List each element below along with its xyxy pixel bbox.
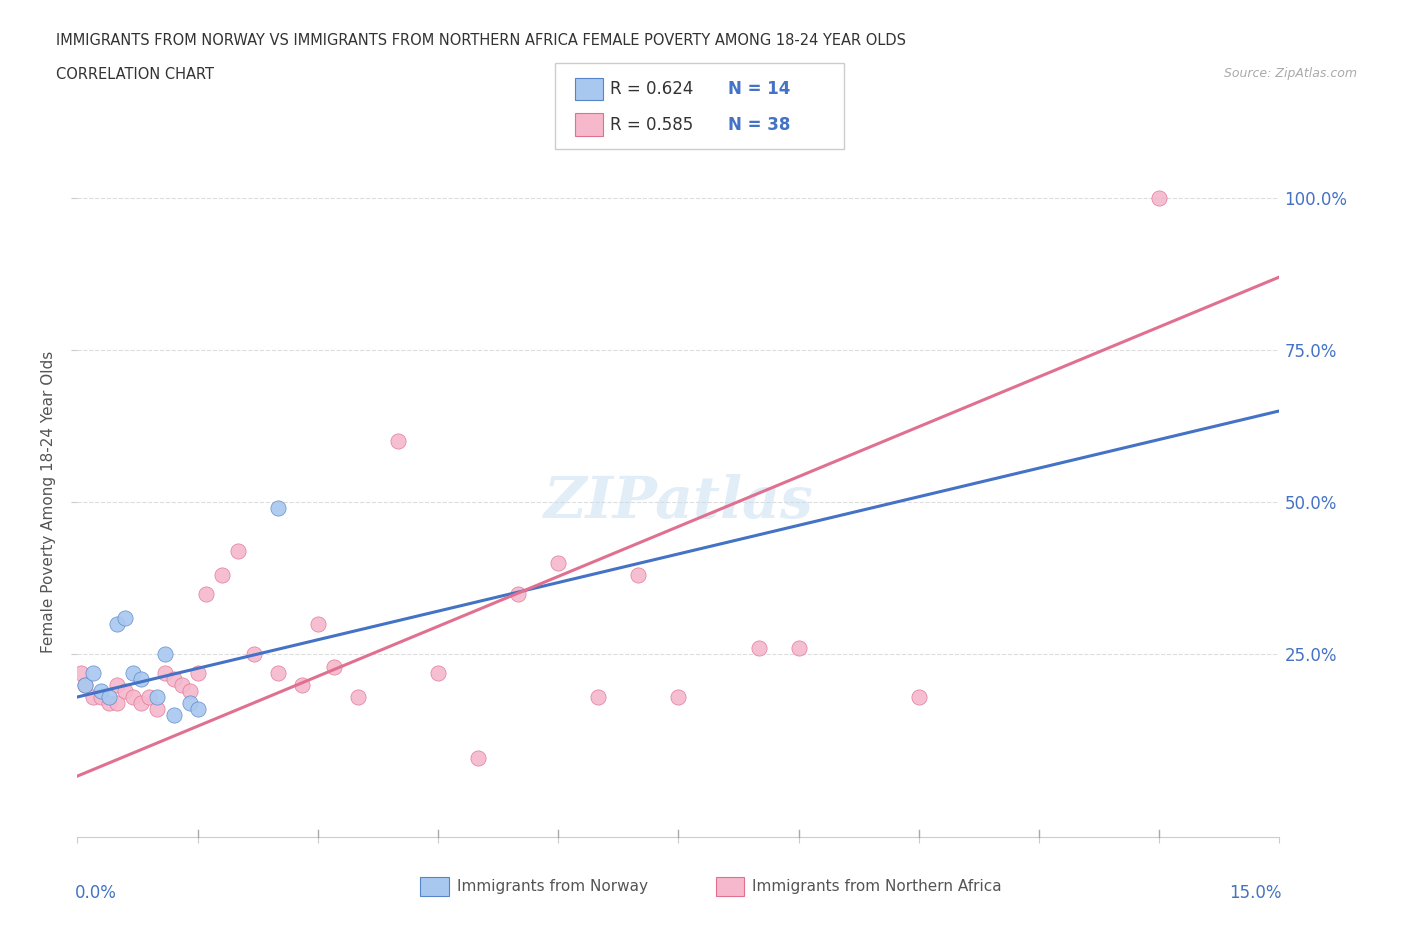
Text: R = 0.585: R = 0.585: [610, 115, 693, 134]
Point: [146, 689, 169, 704]
Point: [170, 677, 193, 692]
Point: [138, 689, 160, 704]
Point: [122, 665, 145, 680]
Y-axis label: Female Poverty Among 18-24 Year Olds: Female Poverty Among 18-24 Year Olds: [41, 352, 56, 654]
Point: [179, 684, 201, 698]
Point: [211, 568, 233, 583]
Point: [131, 696, 153, 711]
Point: [627, 568, 650, 583]
Point: [547, 555, 569, 570]
Point: [194, 586, 217, 601]
Point: [107, 617, 129, 631]
Text: 0.0%: 0.0%: [75, 884, 117, 902]
Point: [90, 684, 112, 698]
Point: [122, 689, 145, 704]
Point: [427, 665, 450, 680]
Point: [107, 696, 129, 711]
Point: [82, 689, 104, 704]
Point: [82, 665, 104, 680]
Point: [179, 696, 201, 711]
Text: N = 38: N = 38: [728, 115, 790, 134]
Text: Source: ZipAtlas.com: Source: ZipAtlas.com: [1223, 67, 1357, 80]
Point: [908, 689, 931, 704]
Point: [187, 665, 209, 680]
Point: [75, 677, 97, 692]
Text: 15.0%: 15.0%: [1229, 884, 1282, 902]
Point: [668, 689, 690, 704]
Text: N = 14: N = 14: [728, 80, 790, 99]
Text: Immigrants from Northern Africa: Immigrants from Northern Africa: [752, 879, 1002, 894]
Text: CORRELATION CHART: CORRELATION CHART: [56, 67, 214, 82]
Point: [98, 689, 121, 704]
Point: [322, 659, 344, 674]
Point: [90, 689, 112, 704]
Point: [467, 751, 489, 765]
Point: [267, 665, 290, 680]
Point: [291, 677, 314, 692]
Point: [267, 501, 290, 516]
Point: [146, 702, 169, 717]
Point: [162, 708, 184, 723]
Point: [307, 617, 329, 631]
Point: [187, 702, 209, 717]
Point: [1149, 191, 1171, 206]
Point: [748, 641, 770, 656]
Point: [131, 671, 153, 686]
Point: [107, 677, 129, 692]
Point: [588, 689, 610, 704]
Point: [70, 665, 93, 680]
Point: [242, 647, 264, 662]
Point: [787, 641, 810, 656]
Text: Immigrants from Norway: Immigrants from Norway: [457, 879, 648, 894]
Point: [347, 689, 370, 704]
Text: ZIPatlas: ZIPatlas: [544, 474, 813, 530]
Point: [508, 586, 530, 601]
Point: [98, 696, 121, 711]
Point: [226, 543, 249, 558]
Point: [155, 647, 177, 662]
Point: [162, 671, 184, 686]
Point: [155, 665, 177, 680]
Point: [114, 684, 136, 698]
Text: R = 0.624: R = 0.624: [610, 80, 693, 99]
Point: [387, 434, 409, 449]
Point: [75, 677, 97, 692]
Point: [114, 610, 136, 625]
Text: IMMIGRANTS FROM NORWAY VS IMMIGRANTS FROM NORTHERN AFRICA FEMALE POVERTY AMONG 1: IMMIGRANTS FROM NORWAY VS IMMIGRANTS FRO…: [56, 33, 907, 47]
